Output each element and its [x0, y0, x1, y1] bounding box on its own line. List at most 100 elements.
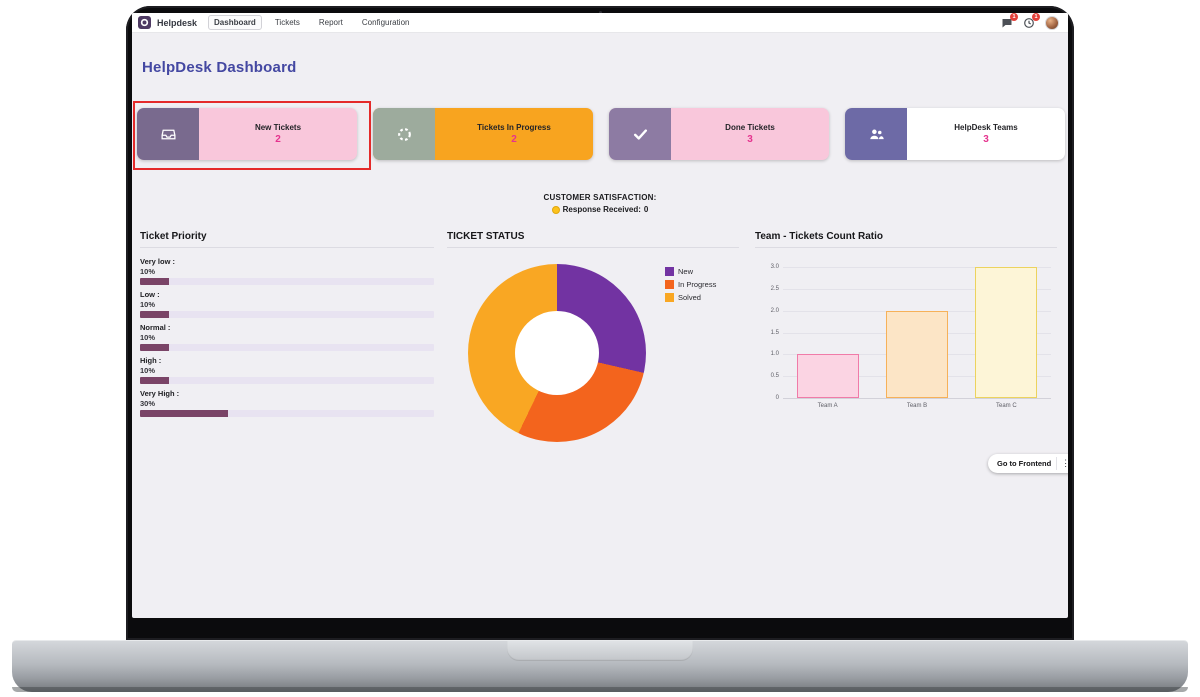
kebab-menu-icon[interactable]: [1056, 457, 1068, 470]
legend-item-solved[interactable]: Solved: [665, 293, 716, 302]
neutral-face-icon: [551, 205, 560, 214]
bar-team-c[interactable]: [975, 267, 1038, 398]
kpi-card-done-tickets[interactable]: Done Tickets 3: [609, 108, 829, 160]
team-ratio-title: Team - Tickets Count Ratio: [755, 231, 1057, 248]
kpi-label: HelpDesk Teams: [954, 123, 1018, 132]
main-menu: Dashboard Tickets Report Configuration: [208, 15, 415, 30]
kpi-label: Tickets In Progress: [477, 123, 551, 132]
kpi-card-helpdesk-teams[interactable]: HelpDesk Teams 3: [845, 108, 1065, 160]
y-axis-tick: 0.5: [770, 373, 779, 380]
team-ratio-panel: Team - Tickets Count Ratio 0 0.5 1.0 1.5 2.0…: [755, 231, 1057, 409]
priority-row-low: Low :10%: [140, 290, 434, 318]
ticket-priority-panel: Ticket Priority Very low :10% Low :10% Nor…: [140, 231, 434, 422]
priority-label: Very low :: [140, 257, 176, 266]
kpi-value: 2: [511, 134, 517, 145]
gridline: [783, 398, 1051, 399]
priority-bar-fill: [140, 410, 229, 417]
donut-hole: [515, 311, 599, 395]
priority-percent: 10%: [140, 333, 156, 342]
customer-satisfaction-title: CUSTOMER SATISFACTION:: [543, 193, 657, 202]
spinner-icon: [373, 108, 435, 160]
laptop-base: [12, 640, 1188, 692]
webcam-dot: [598, 11, 602, 14]
priority-row-normal: Normal :10%: [140, 323, 434, 351]
kpi-body: HelpDesk Teams 3: [907, 108, 1065, 160]
kpi-value: 3: [983, 134, 989, 145]
gridline: [783, 267, 1051, 268]
menu-item-dashboard[interactable]: Dashboard: [208, 15, 262, 30]
helpdesk-app-icon[interactable]: [138, 16, 151, 29]
priority-percent: 10%: [140, 300, 156, 309]
priority-percent: 10%: [140, 267, 156, 276]
priority-bar-track: [140, 311, 434, 318]
priority-bar-track: [140, 278, 434, 285]
app-name[interactable]: Helpdesk: [157, 17, 198, 28]
priority-label: Low :: [140, 290, 160, 299]
priority-label: Normal :: [140, 323, 171, 332]
kpi-label: New Tickets: [254, 123, 302, 132]
kpi-card-new-tickets[interactable]: New Tickets 2: [137, 108, 357, 160]
ticket-priority-chart: Very low :10% Low :10% Normal :10% High :10…: [140, 257, 434, 417]
x-axis-label: Team C: [995, 403, 1017, 409]
menu-item-report[interactable]: Report: [318, 18, 343, 27]
y-axis-tick: 1.5: [770, 329, 779, 336]
menu-item-configuration[interactable]: Configuration: [361, 18, 410, 27]
team-ratio-chart: 0 0.5 1.0 1.5 2.0 2.5 3.0 Team A Team B Team C: [771, 264, 1051, 409]
priority-bar-track: [140, 344, 434, 351]
page-title: HelpDesk Dashboard: [142, 59, 297, 76]
user-avatar[interactable]: [1045, 15, 1059, 30]
activities-icon[interactable]: 1: [1023, 13, 1040, 29]
customer-satisfaction: CUSTOMER SATISFACTION: Response Received…: [132, 193, 1068, 214]
top-navbar: Helpdesk Dashboard Tickets Report Configura…: [132, 13, 1068, 33]
laptop-base-notch: [507, 641, 693, 661]
navbar-right: 1 1: [1001, 13, 1059, 30]
gridline: [783, 288, 1051, 290]
kpi-body: New Tickets 2: [199, 108, 357, 160]
ticket-status-title: TICKET STATUS: [447, 231, 739, 248]
x-axis-label: Team A: [817, 403, 838, 409]
y-axis-tick: 0: [775, 395, 779, 401]
team-icon: [845, 108, 907, 160]
go-to-frontend-label: Go to Frontend: [997, 459, 1052, 468]
messages-icon[interactable]: 1: [1001, 13, 1018, 29]
legend-label: In Progress: [678, 280, 717, 289]
legend-item-in-progress[interactable]: In Progress: [665, 280, 716, 289]
priority-bar-fill: [140, 278, 170, 285]
legend-swatch: [665, 280, 674, 289]
priority-bar-fill: [140, 377, 170, 384]
messages-badge: 1: [1010, 13, 1018, 21]
kpi-label: Done Tickets: [725, 123, 775, 132]
priority-row-high: High :10%: [140, 356, 434, 384]
priority-bar-fill: [140, 344, 170, 351]
kpi-body: Tickets In Progress 2: [435, 108, 593, 160]
kpi-value: 2: [275, 134, 281, 145]
priority-label: High :: [140, 356, 162, 365]
check-icon: [609, 108, 671, 160]
activities-badge: 1: [1032, 13, 1040, 21]
priority-bar-track: [140, 410, 434, 417]
y-axis-tick: 2.0: [770, 307, 779, 314]
y-axis-tick: 1.0: [770, 351, 779, 358]
priority-row-very-high: Very High :30%: [140, 389, 434, 417]
ticket-status-panel: TICKET STATUS New In Progress Solved: [447, 231, 739, 447]
legend-item-new[interactable]: New: [665, 267, 716, 276]
kpi-row: New Tickets 2 Tickets In Progress 2 Done Tic…: [137, 108, 1065, 160]
priority-bar-fill: [140, 311, 170, 318]
go-to-frontend-button[interactable]: Go to Frontend: [988, 454, 1068, 473]
response-received-value: 0: [643, 205, 649, 214]
bar-team-a[interactable]: [796, 354, 859, 398]
inbox-icon: [137, 108, 199, 160]
response-received-label: Response Received:: [562, 205, 641, 214]
priority-bar-track: [140, 377, 434, 384]
navbar-left: Helpdesk Dashboard Tickets Report Configura…: [138, 15, 415, 30]
response-received-line: Response Received: 0: [132, 205, 1068, 214]
ticket-status-donut[interactable]: [468, 264, 646, 442]
menu-item-tickets[interactable]: Tickets: [274, 18, 300, 27]
legend-swatch: [665, 267, 674, 276]
priority-label: Very High :: [140, 389, 180, 398]
ticket-status-legend: New In Progress Solved: [665, 267, 716, 306]
legend-swatch: [665, 293, 674, 302]
kpi-card-tickets-in-progress[interactable]: Tickets In Progress 2: [373, 108, 593, 160]
y-axis-tick: 2.5: [770, 285, 779, 292]
bar-team-b[interactable]: [886, 310, 948, 398]
